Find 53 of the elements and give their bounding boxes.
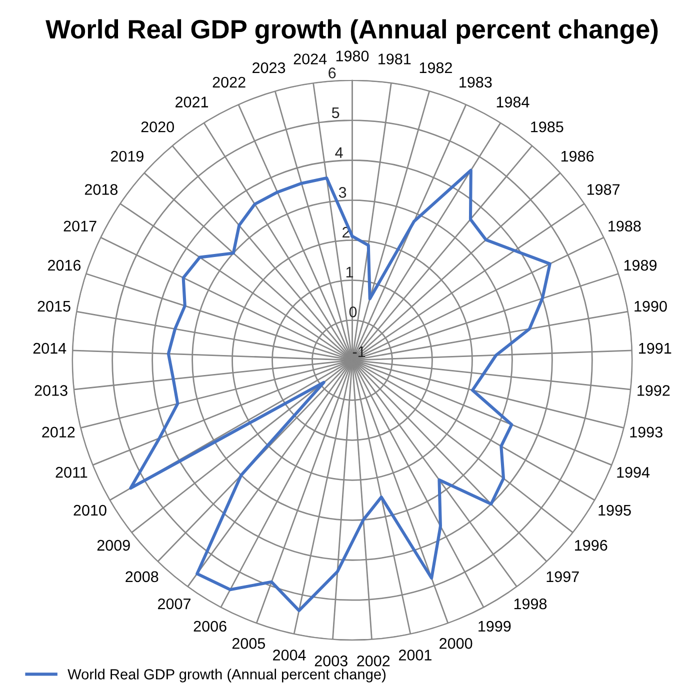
spoke-label: 1981 [378,54,411,64]
y-tick-label: 5 [332,107,340,118]
y-tick-label: 6 [328,68,336,78]
spoke-label: 2006 [194,620,226,632]
spoke-label: 2023 [252,62,286,74]
spoke-label: 2013 [34,385,68,396]
spoke-label: 2014 [33,342,66,354]
spoke-label: 2019 [110,150,144,162]
spoke-label: 2022 [212,76,246,88]
spoke-label: 1984 [496,96,530,108]
spoke-label: 1986 [561,150,594,162]
spoke-label: 1996 [575,540,608,551]
y-tick-label: 0 [349,306,357,318]
spoke-label: 2016 [48,260,81,271]
spoke-label: 1982 [420,62,452,74]
spoke-label: 2021 [176,96,208,108]
y-tick-label: 3 [338,187,346,198]
spoke-label: 1993 [630,426,662,438]
spoke-label: 1995 [598,504,631,516]
spoke-label: 2002 [357,656,390,666]
chart-title: World Real GDP growth (Annual percent change) [46,19,658,44]
spoke-label: 1991 [639,342,672,354]
spoke-label: 2000 [440,638,472,649]
y-tick-label: 1 [346,266,354,278]
spoke-label: 1990 [634,300,667,312]
spoke-label: 2008 [126,571,158,582]
spoke-label: 2010 [74,504,106,516]
spoke-label: 2004 [273,650,306,660]
spoke-label: 1989 [624,260,657,271]
spoke-label: 2018 [84,184,118,195]
spoke-label: 1992 [638,385,670,396]
spoke-label: 2024 [294,54,327,64]
spoke-label: 1988 [608,220,641,232]
spoke-label: 2017 [64,220,96,232]
spoke-label: 1998 [514,598,547,610]
spoke-label: 2007 [158,598,190,610]
spoke-label: 1985 [531,121,564,132]
spoke-label: 1987 [587,184,620,195]
legend-label: World Real GDP growth (Annual percent change) [68,668,386,682]
y-tick-label: 4 [335,147,343,158]
spoke-label: 1997 [546,571,579,582]
spoke-label: 2003 [314,656,348,666]
spoke-label: 1994 [617,466,650,478]
spoke-label: 2001 [398,650,432,660]
spoke-label: 2012 [42,426,75,438]
spoke-label: 2020 [141,121,174,132]
spoke-label: 1980 [336,50,369,62]
spoke-label: 2011 [56,466,88,478]
spoke-label: 1999 [478,620,511,632]
spoke-label: 1983 [460,76,492,88]
spoke-label: 2015 [38,300,70,312]
spoke-label: 2005 [232,638,266,649]
spoke-label: 2009 [97,540,130,551]
